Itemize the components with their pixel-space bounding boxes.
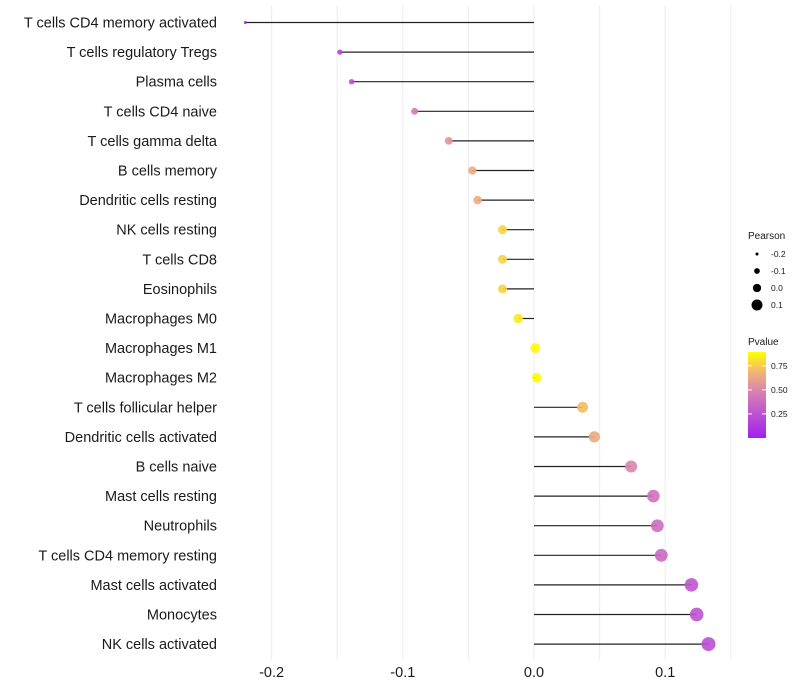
legend-size-label: -0.1 [771,266,786,276]
x-axis-ticks: -0.2 -0.1 0.0 0.1 [259,665,675,681]
lollipop-point [647,489,660,503]
y-axis-labels: T cells CD4 memory activated T cells regu… [24,16,218,654]
lollipop-point [625,460,638,473]
lollipop-point [243,21,247,24]
x-tick-label: -0.2 [259,665,284,681]
legend-size-key [755,252,759,256]
x-tick-label: 0.0 [524,665,544,681]
legend-pearson: Pearson -0.2 -0.1 0.0 0.1 [748,231,786,311]
legend-color-label: 0.75 [771,361,788,371]
points [243,21,716,652]
lollipop-point [650,519,664,533]
lollipop-point [530,343,541,354]
y-axis-label: NK cells activated [102,637,217,653]
y-axis-label: Macrophages M2 [105,371,217,387]
y-axis-label: Eosinophils [143,282,217,298]
lollipop-point [444,136,453,145]
lollipop-point [497,225,508,235]
y-axis-label: Plasma cells [136,75,217,91]
y-axis-label: T cells CD8 [142,252,217,268]
lollipop-point [473,195,482,205]
x-tick-label: -0.1 [390,665,415,681]
lollipop-point [497,284,508,294]
pvalue-colorbar [748,352,766,438]
grid-lines [271,5,732,660]
legend-pvalue: Pvalue 0.75 0.50 0.25 [748,337,788,438]
legend-color-label: 0.50 [771,385,788,395]
legend-size-label: 0.0 [771,283,783,293]
y-axis-label: Dendritic cells resting [79,193,217,209]
y-axis-label: Monocytes [147,608,217,624]
lollipop-point [588,431,600,443]
lollipop-point [348,78,355,85]
y-axis-label: NK cells resting [116,223,217,239]
legend-size-label: -0.2 [771,249,786,259]
lollipop-point [337,49,343,55]
y-axis-label: Mast cells resting [105,489,217,505]
lollipop-point [684,578,699,592]
x-tick-label: 0.1 [655,665,675,681]
y-axis-label: Macrophages M0 [105,312,217,328]
legend-pvalue-title: Pvalue [748,337,779,348]
y-axis-label: T cells CD4 memory activated [24,16,217,32]
lollipop-point [654,548,668,562]
stems [245,21,709,645]
legend-color-label: 0.25 [771,409,788,419]
y-axis-label: Neutrophils [144,519,217,535]
y-axis-label: Macrophages M1 [105,341,217,357]
lollipop-point [468,166,477,175]
legend-pearson-title: Pearson [748,231,785,242]
lollipop-point [689,607,704,622]
y-axis-label: Mast cells activated [90,578,217,594]
legend-size-label: 0.1 [771,300,783,310]
legend-size-key [754,268,760,274]
y-axis-label: B cells memory [118,164,218,180]
y-axis-label: T cells follicular helper [74,400,217,416]
lollipop-point [531,372,542,383]
lollipop-point [577,401,589,413]
y-axis-label: T cells CD4 memory resting [38,548,217,564]
y-axis-label: T cells regulatory Tregs [67,45,217,61]
lollipop-point [701,637,716,652]
legend-size-key [752,283,762,293]
lollipop-point [513,313,523,324]
y-axis-label: B cells naive [136,460,217,476]
lollipop-point [411,107,419,115]
y-axis-label: Dendritic cells activated [65,430,217,446]
legend-size-key [751,299,763,311]
lollipop-point [497,254,508,264]
y-axis-label: T cells gamma delta [88,134,218,150]
y-axis-label: T cells CD4 naive [104,104,217,120]
